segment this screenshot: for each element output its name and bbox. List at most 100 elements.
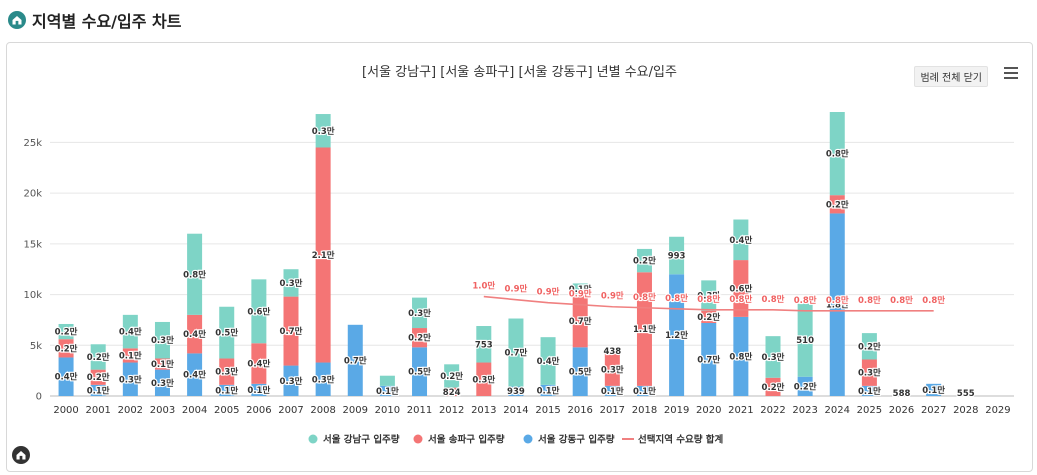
bar[interactable] [444,364,460,388]
bar[interactable] [412,297,428,329]
bar[interactable] [283,296,299,366]
bar[interactable] [604,348,620,354]
bar[interactable] [219,358,235,385]
bar[interactable] [765,377,781,396]
page-title: 지역별 수요/입주 차트 [32,12,182,31]
bar[interactable] [669,274,685,396]
bar[interactable] [412,328,428,348]
bar[interactable] [58,339,74,358]
bar-data-label: 0.7만 [569,316,592,327]
demand-data-label: 0.9만 [537,287,560,298]
bar[interactable] [861,333,877,360]
bar[interactable] [540,337,556,385]
bar[interactable] [861,385,877,396]
bar[interactable] [283,365,299,396]
bar[interactable] [251,279,267,344]
bar[interactable] [797,303,813,377]
bar[interactable] [187,353,203,396]
bar[interactable] [508,386,524,396]
x-tick-label: 2015 [535,405,560,416]
x-tick-label: 2018 [632,405,657,416]
bar[interactable] [187,314,203,354]
bar[interactable] [412,347,428,396]
bar[interactable] [540,384,556,396]
bar[interactable] [315,147,331,363]
bar[interactable] [90,344,106,370]
bar-data-label: 438 [603,347,621,357]
bar[interactable] [958,390,974,396]
bar-data-label: 555 [957,389,975,399]
bar[interactable] [122,314,138,349]
bar-data-label: 0.2만 [826,199,849,210]
hamburger-menu-icon[interactable] [1004,67,1018,79]
bar[interactable] [829,195,845,214]
bar[interactable] [90,384,106,396]
bar-data-label: 0.8만 [183,269,206,280]
legend-item[interactable]: 서울 강남구 입주량 [323,434,400,446]
bar[interactable] [636,272,652,386]
bar[interactable] [894,390,910,396]
legend-item[interactable]: 서울 송파구 입주량 [428,434,505,446]
bar[interactable] [669,236,685,275]
bar[interactable] [154,321,170,359]
page-header: 지역별 수요/입주 차트 [8,8,181,32]
bar[interactable] [122,362,138,396]
bar[interactable] [604,353,620,386]
bar[interactable] [701,322,717,396]
x-tick-label: 2029 [985,405,1010,416]
x-tick-label: 2014 [503,405,528,416]
bar[interactable] [604,385,620,396]
bar[interactable] [154,369,170,396]
bar-data-label: 0.2만 [794,381,817,392]
bar-data-label: 0.4만 [729,235,752,246]
bar[interactable] [251,383,267,396]
bar[interactable] [572,294,588,348]
bar[interactable] [636,385,652,396]
bar[interactable] [283,269,299,297]
bar[interactable] [765,336,781,378]
bar[interactable] [829,213,845,396]
bar[interactable] [219,306,235,359]
bar[interactable] [154,358,170,370]
bar[interactable] [861,359,877,386]
bar[interactable] [508,318,524,387]
bar[interactable] [701,280,717,311]
bar[interactable] [572,283,588,295]
bar[interactable] [347,324,363,396]
bar[interactable] [58,357,74,396]
legend-toggle-button[interactable]: 범례 전체 닫기 [914,66,988,87]
bar[interactable] [572,347,588,396]
bar-data-label: 0.1만 [633,386,656,397]
bar[interactable] [251,343,267,384]
bar[interactable] [701,310,717,323]
demand-data-label: 0.8만 [665,293,688,304]
bar-data-label: 0.1만 [537,385,560,396]
bar[interactable] [90,369,106,385]
bar[interactable] [379,385,395,396]
bar[interactable] [797,376,813,396]
bar[interactable] [122,348,138,363]
bar[interactable] [58,323,74,340]
bar[interactable] [476,326,492,363]
bar-data-label: 1.8만 [826,300,849,311]
demand-data-label: 0.8만 [794,295,817,306]
bar[interactable] [219,384,235,396]
bar[interactable] [379,375,395,386]
bar[interactable] [733,219,749,261]
bar[interactable] [476,362,492,396]
bar[interactable] [926,383,942,396]
bar[interactable] [444,387,460,396]
bar-data-label: 0.7만 [344,355,367,366]
bar-data-label: 0.2만 [55,343,78,354]
bar[interactable] [315,114,331,148]
legend-item[interactable]: 서울 강동구 입주량 [538,434,615,446]
bar[interactable] [733,316,749,396]
bar[interactable] [733,260,749,317]
bar-data-label: 0.2만 [87,372,110,383]
bar[interactable] [315,362,331,396]
legend-item[interactable]: 선택지역 수요량 합계 [638,434,723,446]
bar[interactable] [636,248,652,273]
bar[interactable] [829,112,845,196]
bar[interactable] [187,233,203,315]
